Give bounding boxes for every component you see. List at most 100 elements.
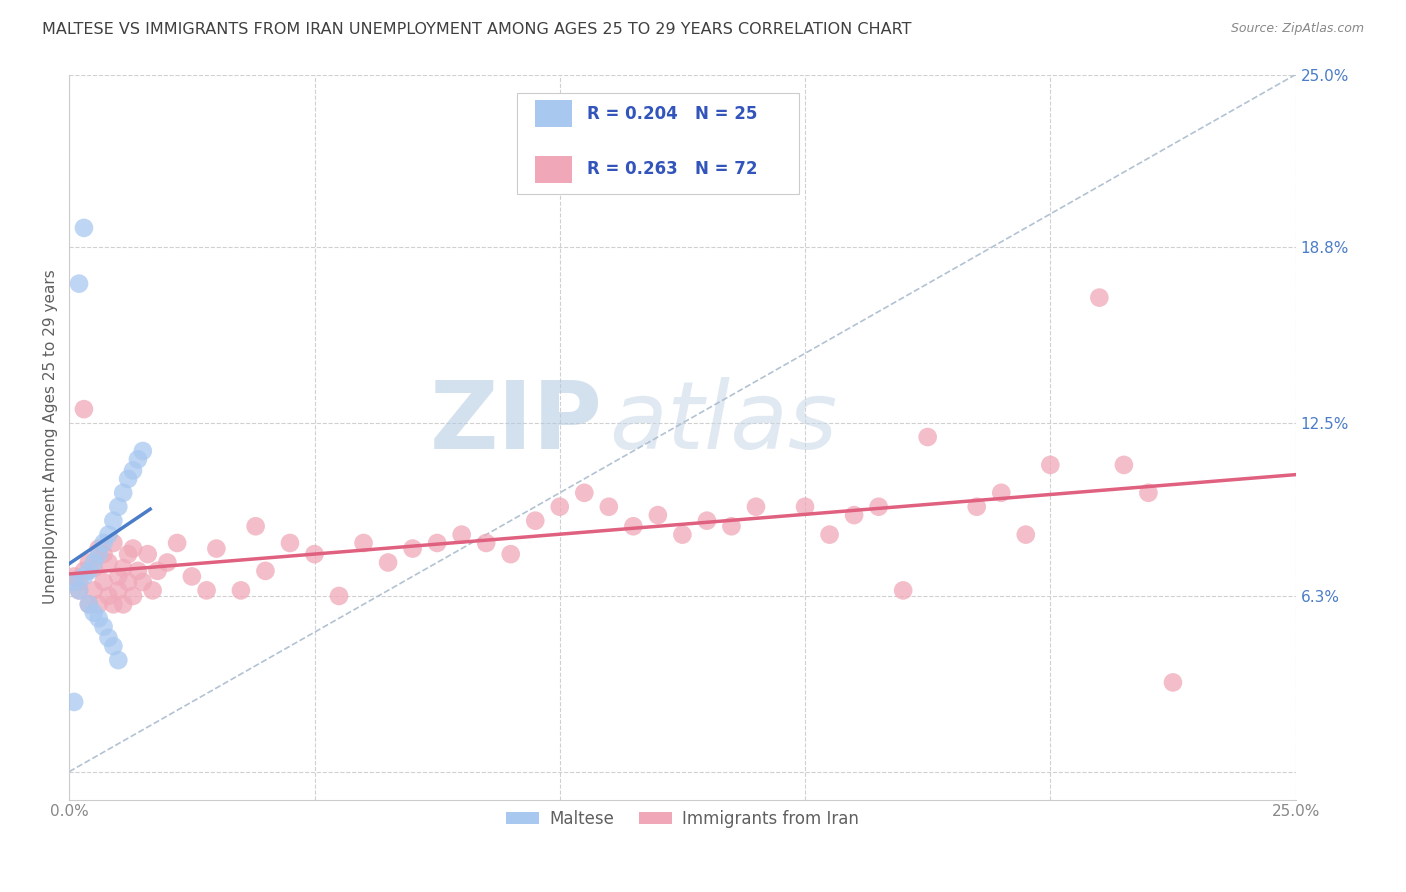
Point bbox=[103, 597, 125, 611]
Point bbox=[1112, 458, 1135, 472]
Text: ZIP: ZIP bbox=[430, 376, 603, 468]
Point bbox=[180, 569, 202, 583]
Point bbox=[1161, 675, 1184, 690]
Point bbox=[117, 472, 139, 486]
Point bbox=[450, 527, 472, 541]
Point bbox=[245, 519, 267, 533]
Point bbox=[103, 514, 125, 528]
Point bbox=[818, 527, 841, 541]
Point bbox=[67, 277, 90, 291]
Point bbox=[142, 583, 165, 598]
Point bbox=[1039, 458, 1062, 472]
Point bbox=[83, 556, 105, 570]
Point bbox=[107, 500, 129, 514]
Point bbox=[87, 611, 110, 625]
Point bbox=[103, 536, 125, 550]
Point bbox=[83, 561, 105, 575]
Point bbox=[122, 589, 145, 603]
Legend: Maltese, Immigrants from Iran: Maltese, Immigrants from Iran bbox=[499, 804, 866, 835]
Point bbox=[891, 583, 914, 598]
Point bbox=[1015, 527, 1038, 541]
Point bbox=[107, 583, 129, 598]
Point bbox=[93, 574, 115, 589]
Point bbox=[868, 500, 890, 514]
Point bbox=[97, 556, 120, 570]
Point bbox=[97, 589, 120, 603]
Point bbox=[83, 583, 105, 598]
Point bbox=[87, 597, 110, 611]
FancyBboxPatch shape bbox=[517, 93, 799, 194]
Text: Source: ZipAtlas.com: Source: ZipAtlas.com bbox=[1230, 22, 1364, 36]
Point bbox=[87, 541, 110, 556]
Point bbox=[136, 547, 159, 561]
Point bbox=[377, 556, 399, 570]
Point bbox=[93, 547, 115, 561]
Point bbox=[205, 541, 228, 556]
Point bbox=[132, 444, 155, 458]
Point bbox=[97, 631, 120, 645]
Point bbox=[107, 653, 129, 667]
Point bbox=[117, 547, 139, 561]
Point bbox=[156, 556, 179, 570]
Point bbox=[401, 541, 423, 556]
Point bbox=[353, 536, 375, 550]
Point bbox=[63, 574, 86, 589]
Point bbox=[67, 583, 90, 598]
Point bbox=[671, 527, 693, 541]
Point bbox=[426, 536, 449, 550]
Point bbox=[720, 519, 742, 533]
Point bbox=[77, 597, 100, 611]
Point bbox=[146, 564, 169, 578]
Point bbox=[917, 430, 939, 444]
Text: atlas: atlas bbox=[609, 377, 837, 468]
Point bbox=[103, 639, 125, 653]
Point bbox=[77, 597, 100, 611]
Point bbox=[93, 536, 115, 550]
Point bbox=[93, 620, 115, 634]
Point bbox=[67, 583, 90, 598]
Point bbox=[112, 485, 135, 500]
Point bbox=[127, 564, 149, 578]
Point bbox=[598, 500, 620, 514]
Point bbox=[548, 500, 571, 514]
Point bbox=[195, 583, 218, 598]
Point bbox=[73, 402, 96, 417]
Point bbox=[107, 569, 129, 583]
Text: R = 0.204   N = 25: R = 0.204 N = 25 bbox=[586, 104, 756, 123]
Point bbox=[574, 485, 596, 500]
Point bbox=[77, 564, 100, 578]
Point bbox=[77, 556, 100, 570]
Point bbox=[524, 514, 547, 528]
Point bbox=[621, 519, 644, 533]
Point bbox=[112, 597, 135, 611]
Point bbox=[122, 541, 145, 556]
Point bbox=[127, 452, 149, 467]
Point bbox=[475, 536, 498, 550]
Point bbox=[122, 463, 145, 477]
Point bbox=[499, 547, 522, 561]
Text: R = 0.263   N = 72: R = 0.263 N = 72 bbox=[586, 161, 758, 178]
Point bbox=[794, 500, 817, 514]
Text: MALTESE VS IMMIGRANTS FROM IRAN UNEMPLOYMENT AMONG AGES 25 TO 29 YEARS CORRELATI: MALTESE VS IMMIGRANTS FROM IRAN UNEMPLOY… bbox=[42, 22, 911, 37]
Point bbox=[1137, 485, 1160, 500]
Point bbox=[647, 508, 669, 522]
Point bbox=[1088, 291, 1111, 305]
Point bbox=[63, 569, 86, 583]
Bar bbox=[536, 156, 572, 183]
Point bbox=[73, 564, 96, 578]
Point bbox=[83, 606, 105, 620]
Point bbox=[73, 569, 96, 583]
Point bbox=[97, 527, 120, 541]
Point bbox=[328, 589, 350, 603]
Point bbox=[745, 500, 768, 514]
Point bbox=[166, 536, 188, 550]
Point bbox=[73, 220, 96, 235]
Y-axis label: Unemployment Among Ages 25 to 29 years: Unemployment Among Ages 25 to 29 years bbox=[44, 269, 58, 605]
Point bbox=[67, 574, 90, 589]
Point bbox=[254, 564, 277, 578]
Bar bbox=[536, 100, 572, 128]
Point bbox=[112, 561, 135, 575]
Point bbox=[132, 574, 155, 589]
Point bbox=[229, 583, 252, 598]
Point bbox=[966, 500, 988, 514]
